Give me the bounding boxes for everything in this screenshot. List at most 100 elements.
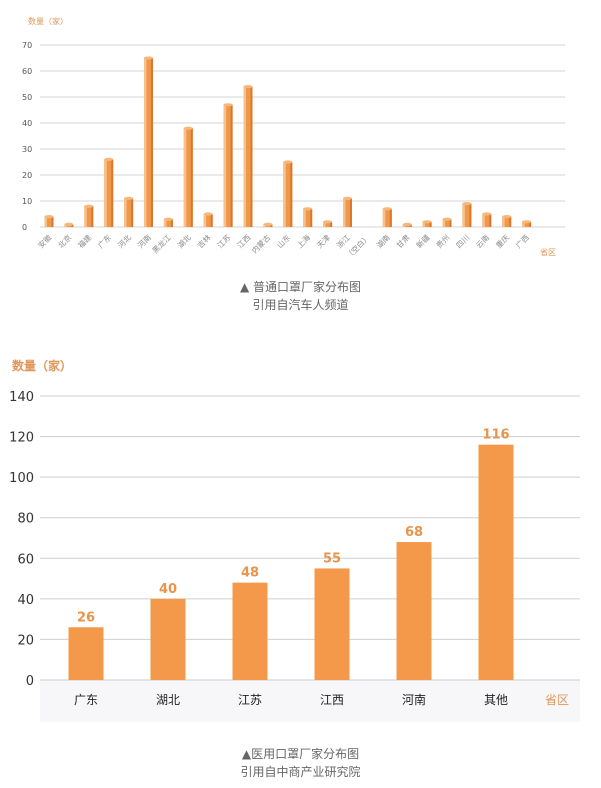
bar-shade xyxy=(330,221,333,227)
bar-top xyxy=(163,217,173,221)
bar xyxy=(482,214,492,227)
bar-top xyxy=(64,222,74,226)
bar xyxy=(462,203,472,227)
bar-top xyxy=(422,220,432,224)
bar-highlight xyxy=(263,224,266,227)
bar-top xyxy=(104,157,114,161)
bar-highlight xyxy=(323,221,326,227)
data-label: 48 xyxy=(241,566,259,581)
bar xyxy=(396,542,432,680)
bar-highlight xyxy=(243,86,246,227)
bar-shade xyxy=(270,224,273,227)
bar-shade xyxy=(310,208,313,227)
data-label: 55 xyxy=(323,551,341,566)
bar-shade xyxy=(529,221,532,227)
regular-mask-bar-chart: 数量（家）010203040506070安徽 北京 福建 广东 河北 河南黑龙江 湖北 吉林江… xyxy=(22,16,565,261)
y-tick-label: 50 xyxy=(22,93,32,102)
bar-top xyxy=(382,207,392,211)
y-tick-label: 60 xyxy=(22,67,32,76)
bar-shade xyxy=(131,198,134,227)
x-tick-label: 重庆 xyxy=(493,232,511,250)
bar-shade xyxy=(489,214,492,227)
bar-highlight xyxy=(343,198,346,227)
x-tick-label: 甘肃 xyxy=(394,232,412,250)
y-tick-label: 40 xyxy=(17,593,34,608)
y-tick-label: 30 xyxy=(22,145,32,154)
bar-top xyxy=(183,126,193,130)
y-tick-label: 120 xyxy=(9,431,34,446)
bar-top xyxy=(203,212,213,216)
bar-top xyxy=(482,212,492,216)
bar-shade xyxy=(111,159,114,227)
bar xyxy=(303,208,313,227)
bar-highlight xyxy=(203,214,207,227)
y-tick-label: 80 xyxy=(17,512,34,527)
bar-top xyxy=(44,215,54,219)
x-tick-label: 湖北 xyxy=(156,692,180,707)
x-tick-label: 江苏 xyxy=(238,693,262,707)
bar-top xyxy=(303,207,313,211)
x-tick-label: 北京 xyxy=(56,232,74,250)
bar-shade xyxy=(469,203,472,227)
bar-highlight xyxy=(462,203,465,227)
bar-shade xyxy=(190,128,193,227)
bar xyxy=(343,198,352,227)
x-tick-label: 江苏 xyxy=(215,232,233,250)
y-tick-label: 20 xyxy=(17,633,34,648)
bar-top xyxy=(343,196,352,200)
bar-shade xyxy=(210,214,213,227)
x-tick-label: 河南 xyxy=(135,232,153,250)
y-tick-label: 100 xyxy=(9,471,34,486)
bar-shade xyxy=(51,216,54,227)
medical-mask-bar-chart: 数量（家） 0 20 40 60 80 100 120 140 26 广东 40 湖北 48 江苏 55 江西 6… xyxy=(9,358,580,722)
regular-mask-caption-source: 引用自汽车人频道 xyxy=(252,298,349,312)
x-tick-label: 云南 xyxy=(474,232,492,250)
y-tick-label: 40 xyxy=(22,119,32,128)
bar xyxy=(183,128,193,227)
bar-top xyxy=(462,202,472,206)
data-label: 68 xyxy=(405,525,423,540)
bar xyxy=(502,216,512,227)
medical-mask-caption-source: 引用自中商产业研究院 xyxy=(240,765,361,779)
bar-highlight xyxy=(522,221,525,227)
x-tick-label: 山东 xyxy=(275,232,293,250)
bar-highlight xyxy=(502,216,505,227)
bar xyxy=(323,221,333,227)
bar-top xyxy=(283,160,293,164)
bar-top xyxy=(402,222,412,226)
data-label: 116 xyxy=(482,428,509,443)
bar-shade xyxy=(71,224,74,227)
y-tick-label: 10 xyxy=(22,197,32,206)
bar xyxy=(232,582,268,680)
x-tick-label: 新疆 xyxy=(414,232,432,250)
bar-highlight xyxy=(44,216,47,227)
bar xyxy=(223,104,233,227)
bar-highlight xyxy=(283,162,286,227)
regular-mask-chart: 数量（家） 0 10 20 30 40 50 60 70 安徽 北京 福建 广东 河北 河南 黑龙江 湖北 吉林江… xyxy=(0,0,601,275)
bar-shade xyxy=(429,221,432,227)
bar-highlight xyxy=(64,224,67,227)
x-tick-label: 其他 xyxy=(484,693,508,707)
x-tick-label: 内蒙古 xyxy=(249,232,272,255)
bar-shade xyxy=(250,86,253,227)
y-tick-label: 20 xyxy=(22,171,32,180)
bar-shade xyxy=(170,219,173,227)
bar-top xyxy=(124,196,134,200)
bar-top xyxy=(522,220,532,224)
bar-shade xyxy=(389,208,392,227)
x-tick-label: 四川 xyxy=(454,233,471,250)
bar xyxy=(422,221,432,227)
x-tick-label: 湖北 xyxy=(176,233,193,250)
bar xyxy=(124,198,134,227)
x-tick-label: 广东 xyxy=(74,693,98,707)
bar-top xyxy=(144,56,153,60)
bar-highlight xyxy=(223,104,227,227)
x-tick-label: 广东 xyxy=(95,232,113,250)
x-axis-title: 省区 xyxy=(545,693,569,707)
bar-shade xyxy=(91,206,94,227)
bar xyxy=(442,219,452,227)
x-tick-label: 江西 xyxy=(235,233,252,250)
data-label: 26 xyxy=(77,610,95,625)
x-tick-label: 江西 xyxy=(320,693,344,707)
bar xyxy=(144,58,153,227)
